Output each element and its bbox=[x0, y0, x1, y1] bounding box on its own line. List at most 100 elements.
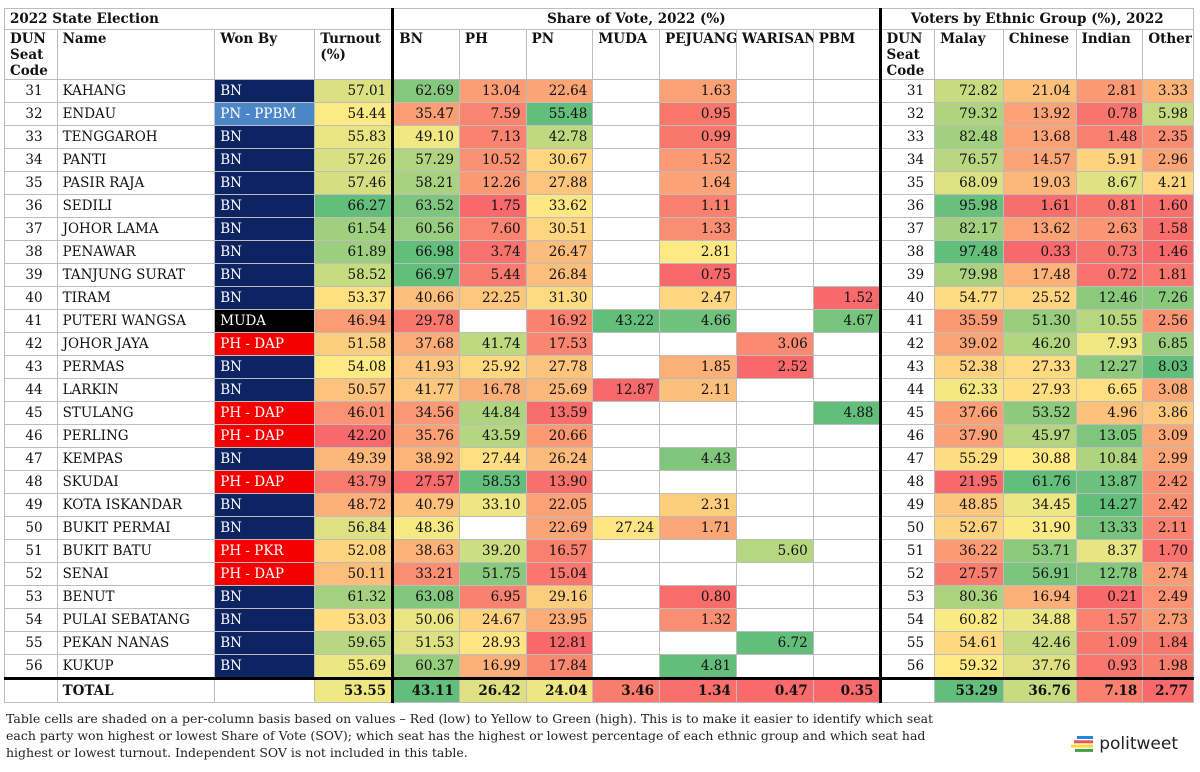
sov-cell-warisan bbox=[735, 79, 814, 103]
ethnic-cell-other: 2.42 bbox=[1142, 470, 1194, 494]
seat-code-right: 35 bbox=[879, 171, 936, 195]
seat-name: PERLING bbox=[56, 424, 216, 448]
sov-cell-muda bbox=[592, 263, 661, 287]
ethnic-cell-malay: 68.09 bbox=[934, 171, 1004, 195]
ethnic-cell-indian: 13.05 bbox=[1075, 424, 1144, 448]
turnout-cell: 57.46 bbox=[314, 171, 395, 195]
sov-cell-pejuang bbox=[659, 332, 737, 356]
sov-cell-ph: 7.13 bbox=[458, 125, 527, 149]
ethnic-cell-malay: 95.98 bbox=[934, 194, 1004, 218]
seat-name: JOHOR LAMA bbox=[56, 217, 216, 241]
sov-cell-pn: 26.84 bbox=[525, 263, 594, 287]
seat-code-right: 39 bbox=[879, 263, 936, 287]
ethnic-cell-other: 1.98 bbox=[1142, 654, 1194, 679]
sov-cell-pejuang bbox=[659, 401, 737, 425]
won-by-cell: BN bbox=[214, 608, 316, 632]
ethnic-cell-indian: 12.46 bbox=[1075, 286, 1144, 310]
ethnic-cell-chinese: 0.33 bbox=[1002, 240, 1077, 264]
seat-name: PUTERI WANGSA bbox=[56, 309, 216, 333]
seat-header: DUN Seat Code bbox=[4, 29, 58, 80]
table-row: 37 JOHOR LAMA BN 61.54 60.56 7.60 30.51 1.33 37 8… bbox=[4, 217, 1194, 241]
turnout-cell: 55.69 bbox=[314, 654, 395, 679]
sov-cell-ph: 3.74 bbox=[458, 240, 527, 264]
sov-cell-pn: 27.78 bbox=[525, 355, 594, 379]
sov-cell-bn: 57.29 bbox=[392, 148, 460, 172]
won-by-cell: BN bbox=[214, 493, 316, 517]
ethnic-cell-other: 1.70 bbox=[1142, 539, 1194, 563]
sov-cell-ph: 25.92 bbox=[458, 355, 527, 379]
sov-cell-ph: 16.99 bbox=[458, 654, 527, 679]
sov-cell-ph: 43.59 bbox=[458, 424, 527, 448]
seat-code: 48 bbox=[4, 470, 58, 494]
politweet-logo: politweet bbox=[1071, 734, 1178, 754]
sov-cell-muda bbox=[592, 562, 661, 586]
seat-name: KAHANG bbox=[56, 79, 216, 103]
sov-cell-bn: 60.56 bbox=[392, 217, 460, 241]
ethnic-cell-other: 2.56 bbox=[1142, 309, 1194, 333]
ethnic-cell-malay: 36.22 bbox=[934, 539, 1004, 563]
seat-name: SEDILI bbox=[56, 194, 216, 218]
turnout-cell: 61.89 bbox=[314, 240, 395, 264]
won-by-cell: BN bbox=[214, 654, 316, 679]
sov-cell-pbm bbox=[812, 240, 882, 264]
ethnic-cell-chinese: 46.20 bbox=[1002, 332, 1077, 356]
seat-code-right: 40 bbox=[879, 286, 936, 310]
ethnic-cell-chinese: 31.90 bbox=[1002, 516, 1077, 540]
ethnic-cell-other: 7.26 bbox=[1142, 286, 1194, 310]
party-header-bn: BN bbox=[392, 29, 460, 80]
sov-cell-muda bbox=[592, 148, 661, 172]
won-by-cell: PH - DAP bbox=[214, 562, 316, 586]
seat-code-right: 46 bbox=[879, 424, 936, 448]
sov-cell-bn: 34.56 bbox=[392, 401, 460, 425]
sov-cell-ph: 27.44 bbox=[458, 447, 527, 471]
sov-cell-pn: 31.30 bbox=[525, 286, 594, 310]
turnout-header: Turnout (%) bbox=[314, 29, 395, 80]
total-sov-pejuang: 1.34 bbox=[659, 677, 737, 703]
sov-cell-pn: 30.67 bbox=[525, 148, 594, 172]
sov-cell-pbm bbox=[812, 608, 882, 632]
sov-cell-ph: 24.67 bbox=[458, 608, 527, 632]
sov-cell-muda bbox=[592, 539, 661, 563]
sov-cell-pn: 20.66 bbox=[525, 424, 594, 448]
sov-cell-muda bbox=[592, 654, 661, 679]
seat-code-right: 47 bbox=[879, 447, 936, 471]
sov-cell-muda bbox=[592, 171, 661, 195]
table-row: 52 SENAI PH - DAP 50.11 33.21 51.75 15.04 52 27.… bbox=[4, 562, 1194, 586]
seat-name: LARKIN bbox=[56, 378, 216, 402]
seat-code: 47 bbox=[4, 447, 58, 471]
total-ethnic-chinese: 36.76 bbox=[1002, 677, 1077, 703]
seat-name: PANTI bbox=[56, 148, 216, 172]
ethnic-header-malay: Malay bbox=[934, 29, 1004, 80]
total-seat-right-blank bbox=[879, 677, 936, 703]
ethnic-cell-chinese: 13.92 bbox=[1002, 102, 1077, 126]
total-sov-pn: 24.04 bbox=[525, 677, 594, 703]
ethnic-cell-indian: 0.81 bbox=[1075, 194, 1144, 218]
won-by-cell: BN bbox=[214, 516, 316, 540]
sov-cell-muda bbox=[592, 585, 661, 609]
ethnic-cell-indian: 0.93 bbox=[1075, 654, 1144, 679]
sov-cell-muda: 27.24 bbox=[592, 516, 661, 540]
sov-cell-bn: 58.21 bbox=[392, 171, 460, 195]
sov-cell-pbm bbox=[812, 493, 882, 517]
ethnic-cell-chinese: 56.91 bbox=[1002, 562, 1077, 586]
total-seat-blank bbox=[4, 677, 58, 703]
sov-cell-pbm bbox=[812, 102, 882, 126]
table-row: 48 SKUDAI PH - DAP 43.79 27.57 58.53 13.90 48 21… bbox=[4, 470, 1194, 494]
ethnic-cell-malay: 54.77 bbox=[934, 286, 1004, 310]
ethnic-cell-malay: 79.32 bbox=[934, 102, 1004, 126]
sov-cell-ph: 7.59 bbox=[458, 102, 527, 126]
sov-cell-pn: 55.48 bbox=[525, 102, 594, 126]
sov-cell-pn: 13.90 bbox=[525, 470, 594, 494]
ethnic-cell-indian: 4.96 bbox=[1075, 401, 1144, 425]
sov-cell-pbm bbox=[812, 194, 882, 218]
turnout-cell: 52.08 bbox=[314, 539, 395, 563]
table-row: 32 ENDAU PN - PPBM 54.44 35.47 7.59 55.48 0.95 3… bbox=[4, 102, 1194, 126]
seat-code: 32 bbox=[4, 102, 58, 126]
ethnic-cell-chinese: 53.52 bbox=[1002, 401, 1077, 425]
total-sov-muda: 3.46 bbox=[592, 677, 661, 703]
sov-cell-pbm bbox=[812, 332, 882, 356]
total-ethnic-other: 2.77 bbox=[1142, 677, 1194, 703]
turnout-cell: 55.83 bbox=[314, 125, 395, 149]
sov-cell-pn: 42.78 bbox=[525, 125, 594, 149]
turnout-cell: 56.84 bbox=[314, 516, 395, 540]
